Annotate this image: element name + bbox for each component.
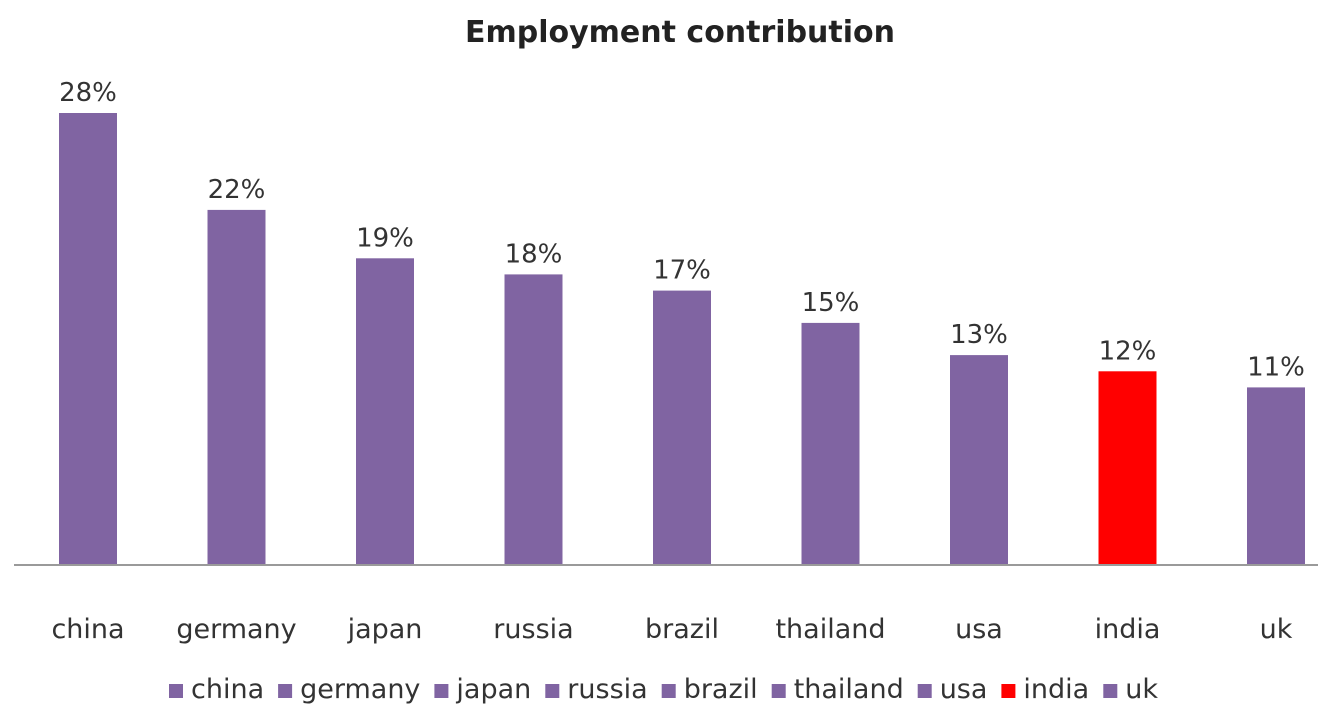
legend-label-india: india [1023, 674, 1089, 705]
data-label-brazil: 17% [653, 256, 711, 286]
legend-item-usa: usa [917, 674, 988, 705]
legend-item-russia: russia [545, 674, 648, 705]
x-tick-label-thailand: thailand [775, 614, 885, 645]
data-label-russia: 18% [505, 239, 563, 269]
data-label-uk: 11% [1247, 352, 1305, 382]
legend-item-china: china [169, 674, 264, 705]
x-tick-label-russia: russia [493, 614, 573, 645]
bar-usa [950, 355, 1008, 565]
x-tick-label-germany: germany [176, 614, 296, 645]
legend-label-brazil: brazil [684, 674, 758, 705]
x-tick-label-india: india [1095, 614, 1161, 645]
bar-india [1098, 371, 1157, 565]
legend-item-thailand: thailand [771, 674, 904, 705]
bar-japan [356, 258, 414, 565]
bar-brazil [653, 290, 711, 565]
legend-label-uk: uk [1125, 674, 1158, 705]
data-label-germany: 22% [208, 175, 266, 205]
data-label-thailand: 15% [802, 288, 860, 318]
bar-uk [1247, 387, 1305, 565]
x-tick-label-uk: uk [1260, 614, 1293, 645]
legend-swatch-brazil [661, 684, 676, 698]
legend-item-brazil: brazil [661, 674, 758, 705]
legend-swatch-russia [545, 684, 560, 698]
legend-item-germany: germany [278, 674, 420, 705]
legend-item-japan: japan [434, 674, 531, 705]
legend: china germany japan russia brazil thailand usa… [169, 674, 1158, 705]
x-tick-label-japan: japan [347, 614, 423, 645]
legend-label-china: china [191, 674, 264, 705]
legend-label-japan: japan [455, 674, 531, 705]
bar-russia [504, 274, 563, 565]
data-label-japan: 19% [356, 223, 414, 253]
legend-swatch-germany [278, 684, 293, 698]
bar-thailand [801, 322, 860, 565]
legend-label-thailand: thailand [794, 674, 904, 705]
x-tick-label-usa: usa [955, 614, 1003, 645]
legend-swatch-japan [434, 684, 449, 698]
legend-item-uk: uk [1103, 674, 1158, 705]
legend-label-usa: usa [940, 674, 988, 705]
legend-label-russia: russia [567, 674, 647, 705]
bars-layer [59, 113, 1305, 565]
legend-swatch-china [169, 684, 183, 698]
data-label-usa: 13% [950, 320, 1008, 350]
x-tick-label-china: china [51, 614, 124, 645]
data-label-india: 12% [1099, 336, 1157, 366]
legend-swatch-india [1001, 684, 1016, 698]
legend-swatch-uk [1103, 684, 1118, 698]
bar-china [59, 113, 117, 565]
chart-title: Employment contribution [465, 15, 895, 50]
x-tick-label-brazil: brazil [645, 614, 719, 645]
legend-swatch-usa [917, 684, 932, 698]
legend-item-india: india [1001, 674, 1089, 705]
legend-label-germany: germany [300, 674, 420, 705]
data-label-china: 28% [59, 78, 117, 108]
bar-germany [207, 209, 266, 565]
data-labels-layer: 28% 22% 19% 18% 17% 15% 13% 12% 11% [59, 78, 1305, 382]
x-tick-labels-layer: china germany japan russia brazil thailand usa… [51, 614, 1292, 645]
legend-swatch-thailand [771, 684, 786, 698]
